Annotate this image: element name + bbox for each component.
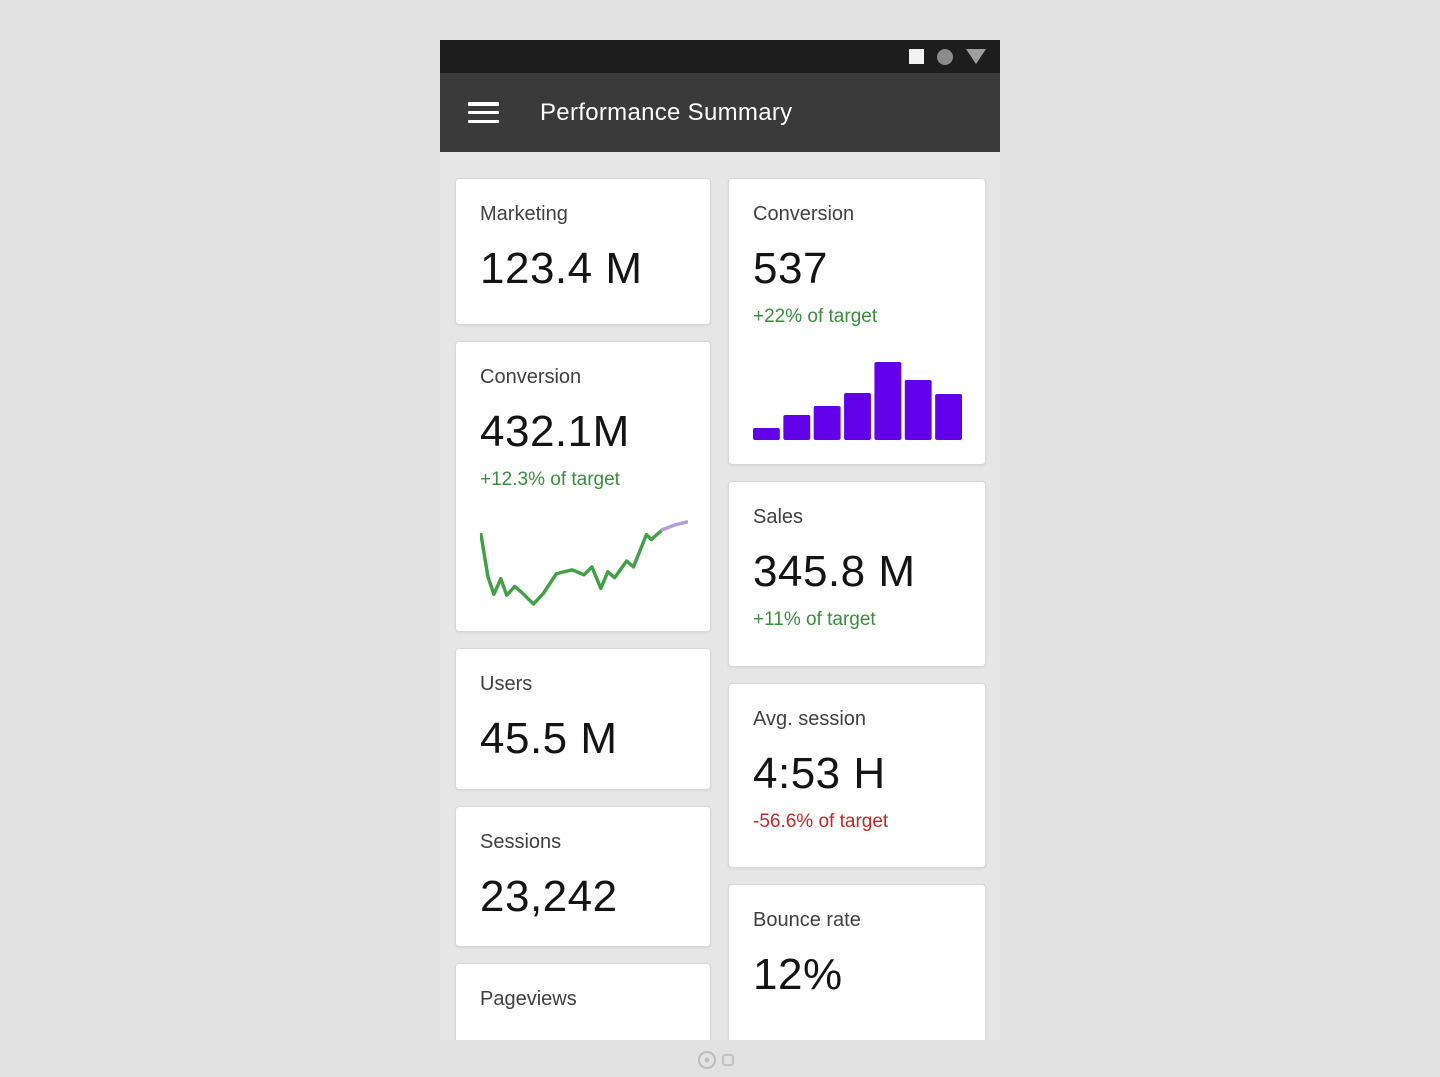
status-bar bbox=[440, 40, 1000, 73]
card-label: Conversion bbox=[753, 203, 855, 225]
card-delta: +12.3% of target bbox=[480, 469, 620, 490]
card-label: Bounce rate bbox=[753, 909, 861, 931]
app-window: Performance Summary Marketing 123.4 M Co… bbox=[440, 40, 1000, 1040]
hamburger-menu-icon[interactable] bbox=[468, 102, 499, 123]
card-value: 4:53 H bbox=[753, 749, 886, 798]
card-label: Sales bbox=[753, 506, 804, 528]
conversion-bar-chart bbox=[753, 360, 963, 440]
status-triangle-icon bbox=[966, 49, 986, 64]
card-value: 23,242 bbox=[480, 872, 618, 921]
content-scroll-area[interactable]: Marketing 123.4 M Conversion 432.1M +12.… bbox=[440, 152, 1000, 1040]
card-pageviews: Pageviews bbox=[455, 963, 711, 1040]
status-square-icon bbox=[909, 49, 924, 64]
card-marketing: Marketing 123.4 M bbox=[455, 178, 711, 325]
card-value: 45.5 M bbox=[480, 714, 618, 763]
card-conversion-trend: Conversion 432.1M +12.3% of target bbox=[455, 341, 711, 632]
card-value: 432.1M bbox=[480, 407, 630, 456]
card-label: Marketing bbox=[480, 203, 568, 225]
card-bounce-rate: Bounce rate 12% bbox=[728, 884, 986, 1040]
card-label: Avg. session bbox=[753, 708, 867, 730]
right-column: Conversion 537 +22% of target Sales 345.… bbox=[728, 178, 986, 1040]
card-value: 12% bbox=[753, 950, 843, 999]
card-conversion-bars: Conversion 537 +22% of target bbox=[728, 178, 986, 465]
card-value: 345.8 M bbox=[753, 547, 916, 596]
card-users: Users 45.5 M bbox=[455, 648, 711, 790]
card-delta: +22% of target bbox=[753, 306, 878, 327]
card-sessions: Sessions 23,242 bbox=[455, 806, 711, 947]
card-label: Users bbox=[480, 673, 533, 695]
conversion-line-chart bbox=[480, 519, 688, 607]
card-label: Sessions bbox=[480, 831, 562, 853]
watermark-logo-icon bbox=[696, 1048, 742, 1077]
page-title: Performance Summary bbox=[540, 98, 793, 126]
card-delta: -56.6% of target bbox=[753, 811, 889, 832]
card-delta: +11% of target bbox=[753, 609, 876, 630]
card-value: 123.4 M bbox=[480, 244, 643, 293]
card-value: 537 bbox=[753, 244, 828, 293]
status-circle-icon bbox=[937, 48, 953, 65]
card-label: Conversion bbox=[480, 366, 582, 388]
app-bar: Performance Summary bbox=[440, 73, 1000, 152]
card-label: Pageviews bbox=[480, 988, 577, 1010]
card-avg-session: Avg. session 4:53 H -56.6% of target bbox=[728, 683, 986, 868]
card-sales: Sales 345.8 M +11% of target bbox=[728, 481, 986, 667]
left-column: Marketing 123.4 M Conversion 432.1M +12.… bbox=[455, 178, 711, 1040]
